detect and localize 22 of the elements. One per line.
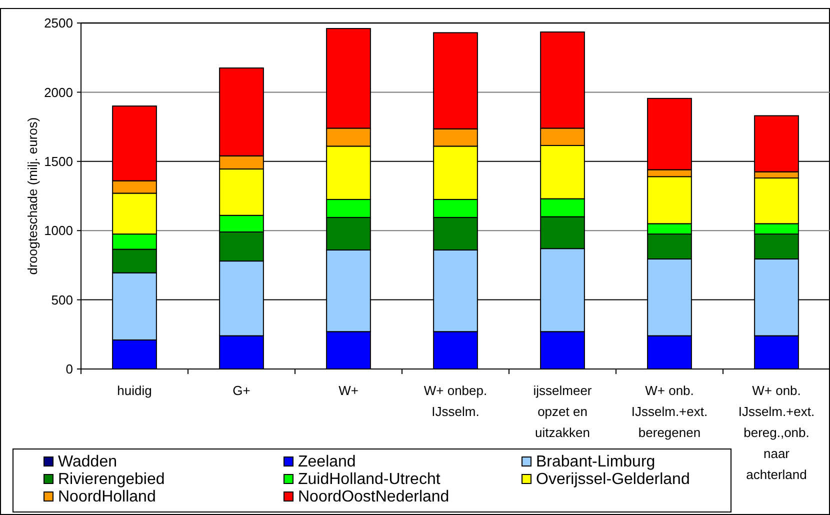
legend-label: Overijssel-Gelderland	[536, 471, 690, 488]
legend-label: ZuidHolland-Utrecht	[298, 471, 441, 488]
y-tick-label: 2500	[44, 16, 73, 31]
y-tick-label: 1500	[44, 154, 73, 169]
legend-label: Rivierengebied	[58, 471, 165, 488]
x-tick-label: W+ onbep. IJsselm.	[424, 383, 488, 419]
x-tick-label: ijsselmeer opzet en uitzakken	[533, 383, 592, 440]
x-tick-label: huidig	[117, 383, 152, 398]
y-tick-label: 0	[66, 362, 73, 377]
y-tick-label: 500	[51, 292, 73, 308]
y-tick-label: 1000	[44, 223, 73, 238]
x-tick-label: W+ onb. IJsselm.+ext. bereg.,onb. naar achterland	[738, 383, 815, 482]
legend-label: Brabant-Limburg	[536, 454, 656, 471]
x-tick-label: W+ onb. IJsselm.+ext. beregenen	[631, 383, 708, 440]
x-tick-label: W+	[338, 383, 358, 398]
legend-label: NoordOostNederland	[298, 488, 450, 506]
y-tick-label: 2000	[44, 84, 73, 100]
y-axis-title: droogteschade (milj. euros)	[25, 117, 40, 275]
x-tick-label: G+	[232, 383, 250, 398]
legend-label: NoordHolland	[58, 488, 156, 506]
legend-label: Wadden	[58, 454, 117, 471]
legend-label: Zeeland	[298, 454, 356, 471]
